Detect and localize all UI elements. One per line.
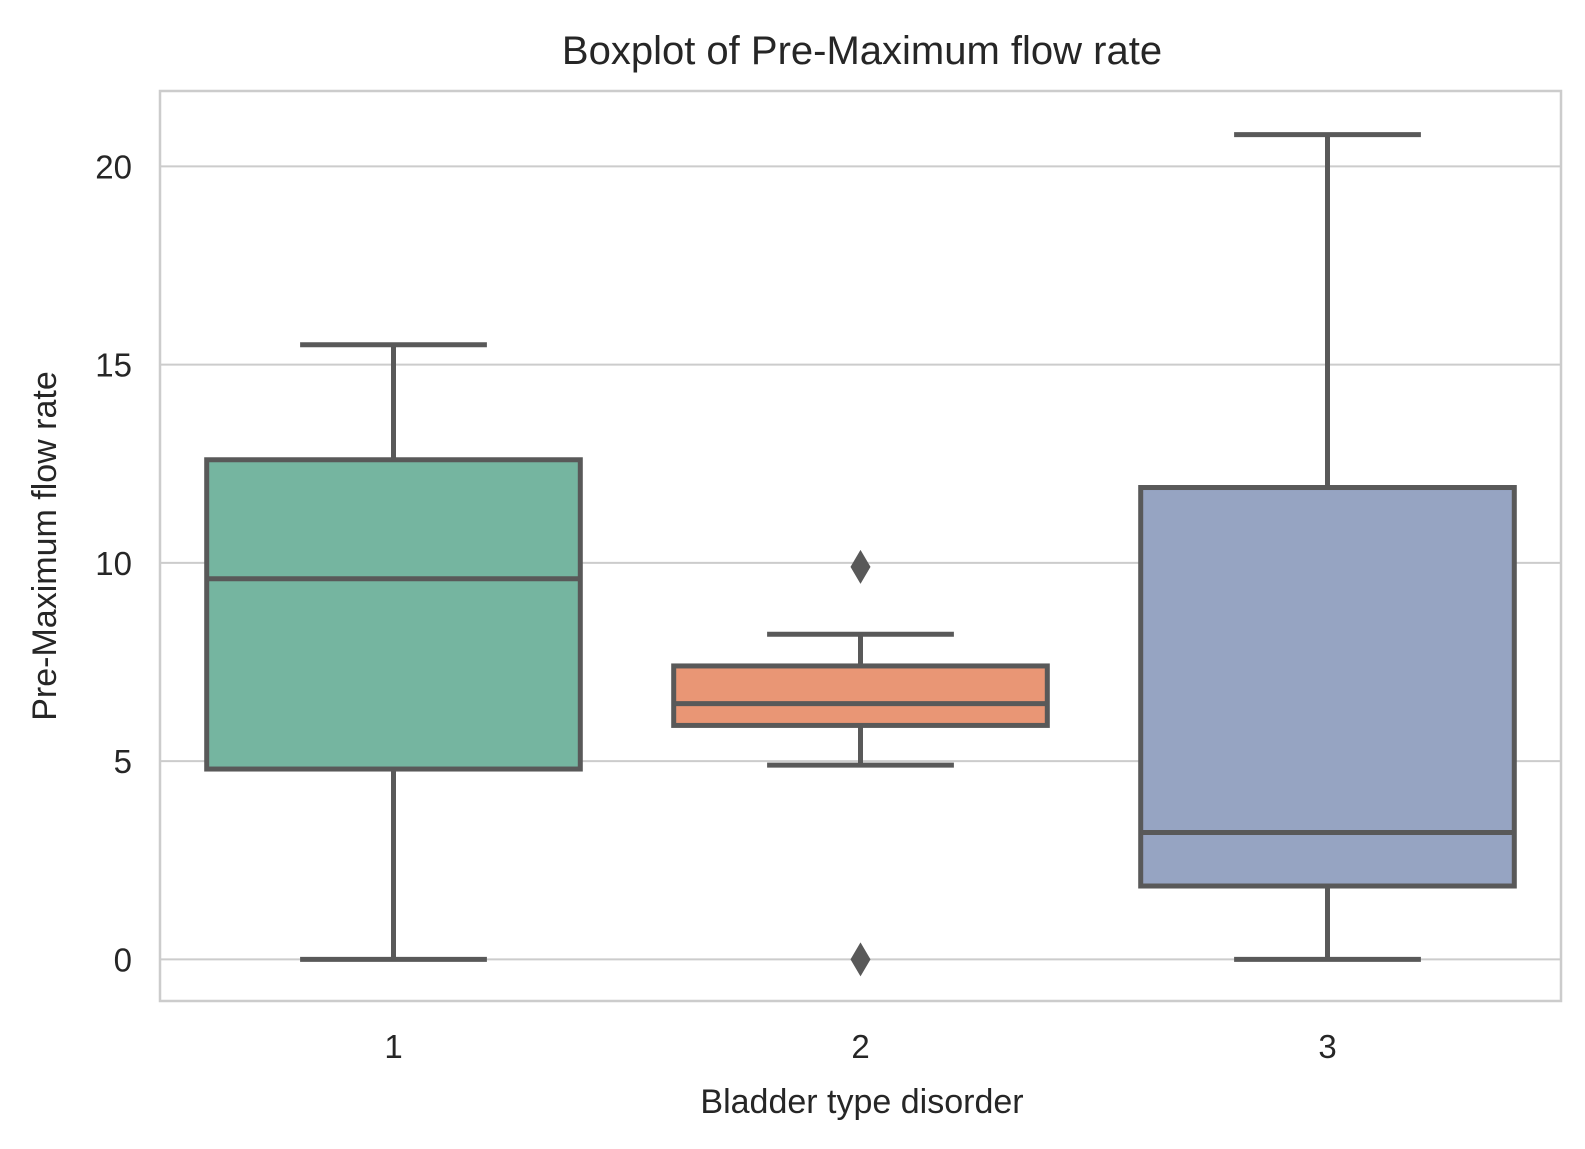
outlier-point <box>850 549 871 584</box>
y-tick-label: 20 <box>95 148 132 185</box>
chart-title: Boxplot of Pre-Maximum flow rate <box>562 29 1162 73</box>
y-tick-label: 5 <box>114 743 132 780</box>
box-group-3 <box>1138 132 1517 962</box>
y-tick-labels: 0 5 10 15 20 <box>95 148 132 978</box>
iqr-box <box>204 457 583 772</box>
box-group-1 <box>204 342 583 962</box>
outlier-point <box>850 942 871 977</box>
x-tick-label: 3 <box>1318 1028 1336 1065</box>
y-axis-label: Pre-Maximum flow rate <box>26 371 64 721</box>
x-tick-labels: 1 2 3 <box>384 1028 1336 1065</box>
x-tick-label: 1 <box>384 1028 402 1065</box>
y-tick-label: 10 <box>95 545 132 582</box>
x-tick-label: 2 <box>851 1028 869 1065</box>
iqr-box <box>671 663 1050 728</box>
y-tick-label: 0 <box>114 941 132 978</box>
plot-frame <box>158 89 1563 1003</box>
iqr-box <box>1138 485 1517 889</box>
y-tick-label: 15 <box>95 347 132 384</box>
box-group-2 <box>671 549 1050 977</box>
boxes <box>204 132 1517 977</box>
x-axis-label: Bladder type disorder <box>700 1083 1023 1121</box>
